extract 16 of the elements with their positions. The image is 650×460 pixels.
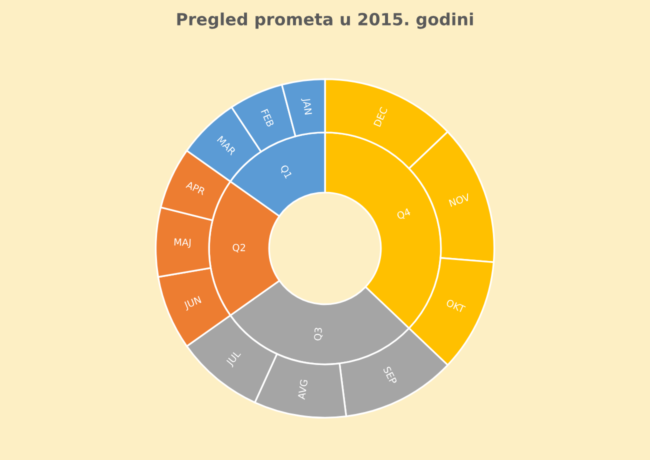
chart-title: Pregled prometa u 2015. godini [177,12,473,29]
data-label: Q1 [279,164,292,180]
data-label: FEB [260,108,274,128]
data-label: Q2 [232,244,246,252]
data-label: MAJ [174,238,191,248]
data-label: OKT [446,298,466,314]
data-label: AVG [298,380,308,400]
data-label: NOV [448,193,470,207]
data-label: SEP [383,366,398,385]
data-label: JUN [183,296,202,311]
data-label: Q4 [396,208,412,221]
data-label: APR [186,180,206,196]
data-label: JAN [300,98,312,115]
data-label: DEC [373,106,388,127]
data-label: JUL [225,350,243,368]
data-label: Q3 [314,328,324,341]
